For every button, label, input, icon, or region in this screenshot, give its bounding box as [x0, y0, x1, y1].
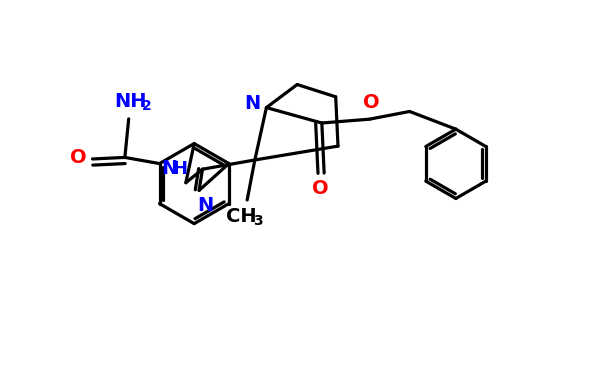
- Text: O: O: [363, 93, 379, 112]
- Text: CH: CH: [226, 207, 257, 226]
- Text: N: N: [197, 196, 214, 215]
- Text: N: N: [244, 94, 261, 113]
- Text: O: O: [312, 179, 329, 198]
- Text: N: N: [161, 159, 177, 178]
- Text: 2: 2: [142, 99, 152, 113]
- Text: H: H: [172, 160, 187, 178]
- Text: 3: 3: [253, 214, 263, 228]
- Text: O: O: [70, 148, 87, 167]
- Text: NH: NH: [114, 93, 146, 111]
